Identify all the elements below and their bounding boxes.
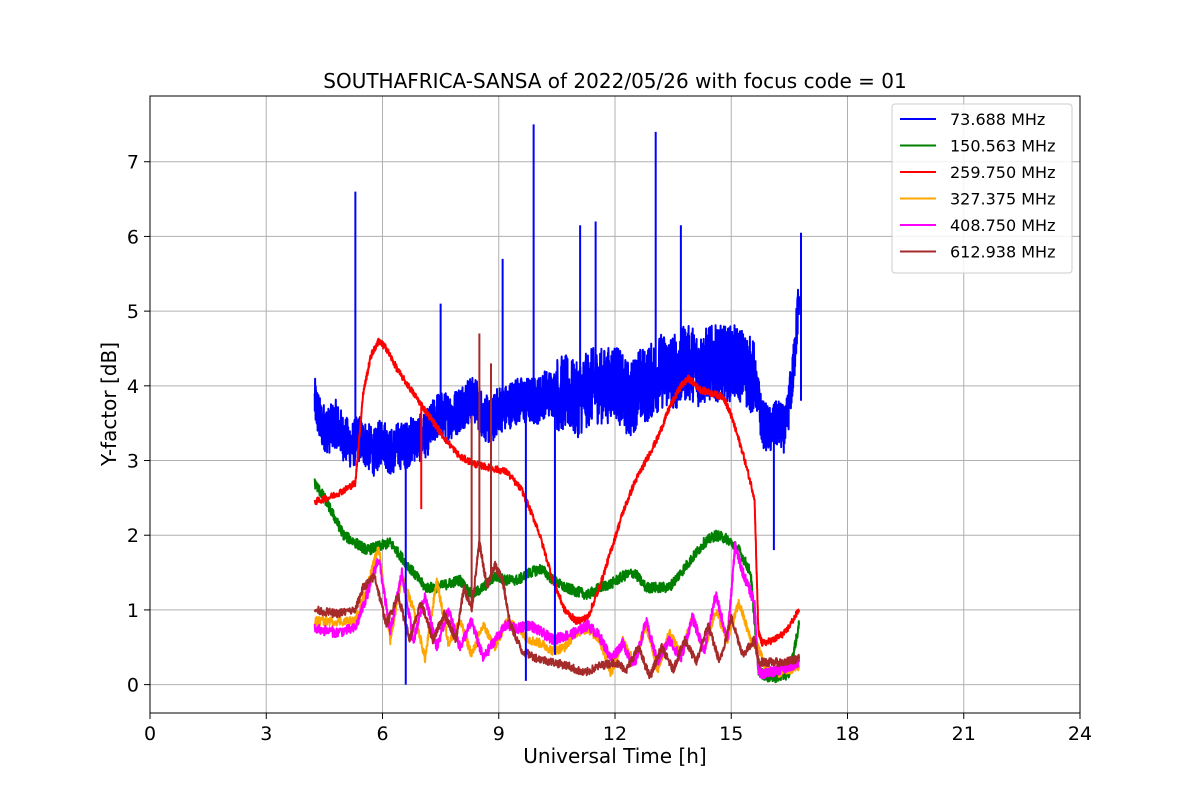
x-tick-label: 21: [952, 723, 976, 745]
series-line-5: [313, 541, 801, 680]
legend-entry: 73.688 MHz: [950, 110, 1045, 129]
plot-area: [313, 124, 802, 685]
x-axis-label: Universal Time [h]: [523, 744, 706, 768]
x-tick-label: 12: [603, 723, 627, 745]
x-tick-label: 9: [493, 723, 505, 745]
series-line-4: [313, 541, 801, 680]
y-tick-label: 6: [127, 226, 139, 248]
legend-entry: 327.375 MHz: [950, 190, 1055, 209]
y-tick-label: 4: [127, 376, 139, 398]
x-tick-label: 0: [144, 723, 156, 745]
chart-title: SOUTHAFRICA-SANSA of 2022/05/26 with foc…: [323, 69, 907, 93]
y-tick-label: 0: [127, 675, 139, 697]
y-axis-label: Y-factor [dB]: [97, 342, 121, 467]
legend-entry: 259.750 MHz: [950, 163, 1055, 182]
legend-entry: 612.938 MHz: [950, 243, 1055, 262]
x-tick-label: 18: [835, 723, 859, 745]
legend-entry: 408.750 MHz: [950, 216, 1055, 235]
y-tick-label: 2: [127, 525, 139, 547]
y-tick-label: 1: [127, 600, 139, 622]
y-tick-label: 7: [127, 152, 139, 174]
series-line-0: [313, 288, 801, 477]
x-tick-label: 15: [719, 723, 743, 745]
x-tick-label: 24: [1068, 723, 1092, 745]
series-line-2: [313, 337, 801, 647]
legend-entry: 150.563 MHz: [950, 137, 1055, 156]
x-tick-label: 3: [260, 723, 272, 745]
series-line-1: [313, 478, 801, 684]
legend: 73.688 MHz 150.563 MHz 259.750 MHz 327.375 …: [891, 103, 1073, 274]
y-tick-label: 3: [127, 451, 139, 473]
legend-box: [891, 103, 1073, 274]
y-tick-label: 5: [127, 301, 139, 323]
x-tick-label: 6: [376, 723, 388, 745]
